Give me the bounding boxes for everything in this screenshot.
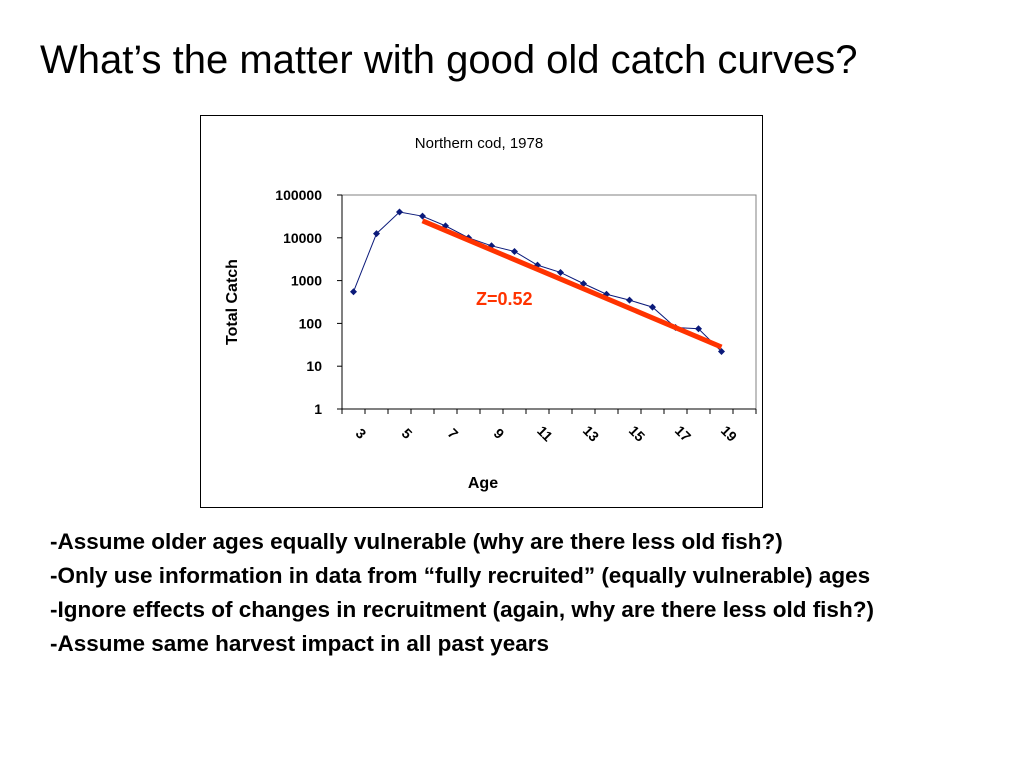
data-point — [557, 268, 564, 276]
x-tick-label: 11 — [534, 423, 556, 445]
data-point — [419, 212, 426, 220]
x-tick-label: 3 — [353, 425, 370, 442]
x-axis-title: Age — [468, 475, 498, 492]
y-tick-label: 1 — [314, 401, 322, 417]
slide-title: What’s the matter with good old catch cu… — [40, 38, 858, 82]
x-tick-label: 5 — [399, 425, 416, 442]
data-point — [695, 325, 702, 333]
bullet-item: -Only use information in data from “full… — [50, 563, 871, 588]
y-tick-label: 1000 — [291, 273, 322, 289]
data-point — [511, 247, 518, 255]
fit-line-label: Z=0.52 — [476, 289, 533, 309]
bullet-item: -Assume same harvest impact in all past … — [50, 631, 549, 656]
y-tick-label: 10 — [306, 358, 322, 374]
data-point — [626, 296, 633, 304]
y-axis-title: Total Catch — [224, 259, 241, 345]
bullet-item: -Assume older ages equally vulnerable (w… — [50, 529, 783, 554]
data-point — [718, 348, 725, 356]
x-tick-label: 17 — [672, 422, 694, 444]
bullet-item: -Ignore effects of changes in recruitmen… — [50, 597, 874, 622]
y-tick-label: 100000 — [275, 187, 322, 203]
catch-series-line — [353, 211, 722, 352]
x-tick-label: 13 — [580, 422, 602, 444]
y-tick-label: 100 — [299, 315, 323, 331]
data-point — [396, 208, 403, 216]
catch-curve-chart: Northern cod, 1978 1 10 100 1000 10000 100000 3… — [224, 135, 757, 492]
x-tick-label: 9 — [491, 425, 508, 442]
data-point — [649, 303, 656, 311]
data-point — [373, 230, 380, 238]
fit-line — [421, 218, 723, 350]
data-point — [442, 222, 449, 230]
y-tick-label: 10000 — [283, 230, 322, 246]
plot-area — [341, 194, 757, 410]
bullet-list: -Assume older ages equally vulnerable (w… — [50, 525, 1020, 661]
x-tick-label: 15 — [626, 422, 648, 444]
chart-frame: Northern cod, 1978 1 10 100 1000 10000 100000 3… — [200, 115, 763, 508]
x-tick-label: 19 — [718, 422, 740, 444]
chart-title: Northern cod, 1978 — [415, 135, 543, 152]
data-point — [350, 288, 357, 296]
x-tick-label: 7 — [445, 425, 462, 442]
